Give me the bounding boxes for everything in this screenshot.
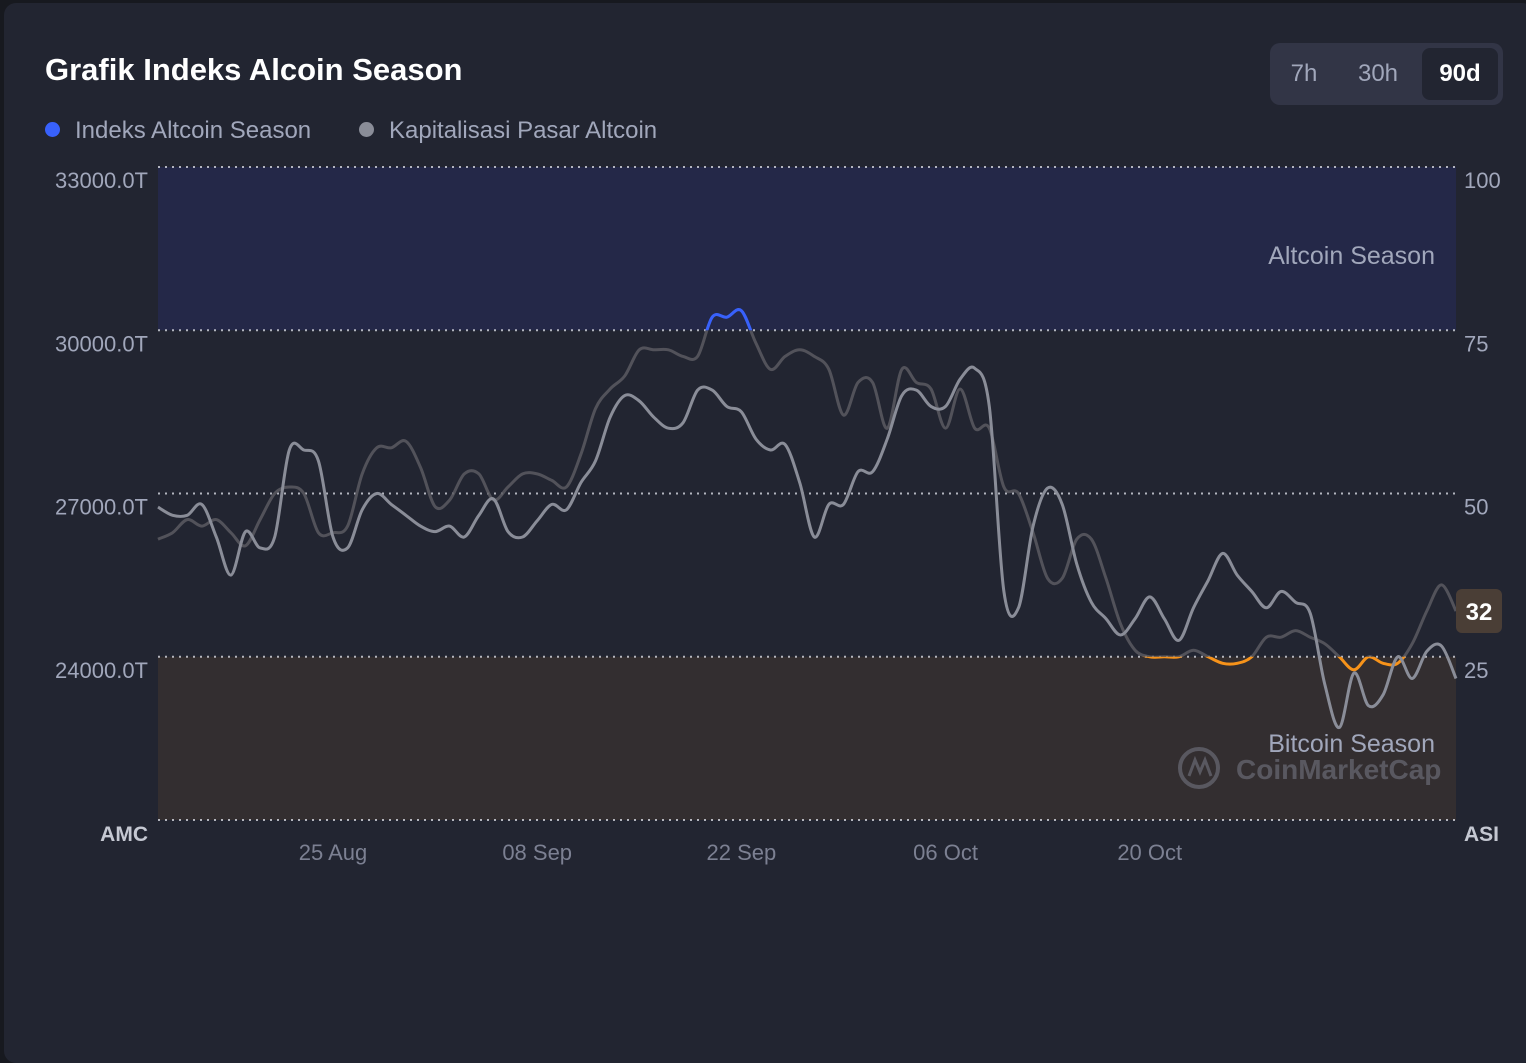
chart-title: Grafik Indeks Alcoin Season <box>45 52 463 87</box>
marketcap-series-line <box>157 365 1458 730</box>
current-value-badge <box>1456 589 1502 634</box>
coinmarketcap-logo-mark <box>1187 755 1213 777</box>
index-dot-icon <box>45 122 60 137</box>
left-axis-tick-label: AMC <box>100 823 148 846</box>
bitcoin-season-label: Bitcoin Season <box>1268 730 1435 758</box>
altcoin-season-label: Altcoin Season <box>1268 242 1435 270</box>
altcoin-season-band <box>158 167 1456 331</box>
tab-7h[interactable]: 7h <box>1290 60 1318 87</box>
left-axis-tick-label: 33000.0T <box>55 168 148 193</box>
right-axis-tick-label: 50 <box>1464 495 1488 520</box>
index-series-line <box>157 308 1458 672</box>
x-axis-tick-label: 08 Sep <box>502 840 572 865</box>
x-axis-tick-label: 06 Oct <box>913 840 978 865</box>
index-line-bg-mid <box>157 330 1458 657</box>
bitcoin-season-band <box>158 656 1456 820</box>
x-axis-tick-label: 25 Aug <box>299 840 368 865</box>
legend-item-index[interactable]: Indeks Altcoin Season <box>45 117 311 145</box>
index-line-high <box>705 308 753 331</box>
left-axis-tick-label: 30000.0T <box>55 331 148 356</box>
x-axis-tick-label: 20 Oct <box>1117 840 1182 865</box>
legend-label-index: Indeks Altcoin Season <box>75 117 312 144</box>
x-axis-tick-label: 22 Sep <box>707 840 777 865</box>
legend-label-marketcap: Kapitalisasi Pasar Altcoin <box>389 117 658 144</box>
tab-30h[interactable]: 30h <box>1357 60 1399 87</box>
index-line-low <box>1142 656 1406 672</box>
coinmarketcap-watermark-text: CoinMarketCap <box>1236 754 1441 785</box>
right-axis-tick-label: 25 <box>1464 658 1488 683</box>
marketcap-dot-icon <box>359 122 374 137</box>
current-value-label: 32 <box>1466 599 1493 626</box>
timeframe-tabs: 7h 30h 90d <box>1270 43 1503 105</box>
index-line-bg-high <box>705 308 753 331</box>
coinmarketcap-logo-icon <box>1178 747 1220 789</box>
coinmarketcap-watermark: CoinMarketCap <box>1178 747 1441 789</box>
legend-item-marketcap[interactable]: Kapitalisasi Pasar Altcoin <box>359 117 657 145</box>
right-axis-tick-label: 75 <box>1464 331 1488 356</box>
left-axis-tick-label: 27000.0T <box>55 495 148 520</box>
right-axis-tick-label: ASI <box>1464 823 1499 846</box>
right-axis-tick-label: 100 <box>1464 168 1501 193</box>
left-axis-tick-label: 24000.0T <box>55 658 148 683</box>
tab-90d[interactable]: 90d <box>1422 48 1498 100</box>
